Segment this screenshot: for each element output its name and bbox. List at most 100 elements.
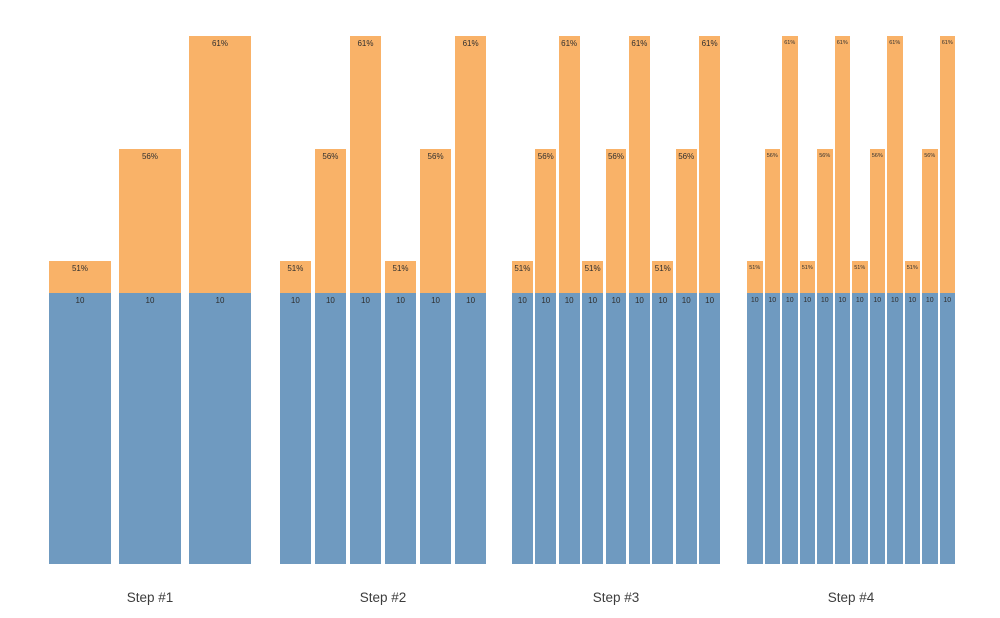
- top-segment: 56%: [605, 148, 627, 293]
- top-segment-value-label: 56%: [322, 151, 339, 161]
- top-segment-value-label: 61%: [784, 40, 796, 46]
- base-segment-value-label: 10: [396, 296, 405, 305]
- base-segment-value-label: 10: [768, 297, 777, 304]
- top-segment: 61%: [887, 36, 903, 293]
- top-segment-value-label: 61%: [941, 40, 953, 46]
- base-segment: 10: [420, 293, 451, 564]
- base-segment: 10: [834, 293, 850, 564]
- base-segment: 10: [799, 293, 815, 564]
- base-segment: 10: [939, 293, 955, 564]
- base-segment-value-label: 10: [803, 297, 812, 304]
- base-segment-value-label: 10: [611, 296, 621, 305]
- base-segment-value-label: 10: [785, 297, 794, 304]
- base-segment: 10: [764, 293, 780, 564]
- top-segment-value-label: 56%: [819, 152, 831, 159]
- top-segment-value-label: 61%: [889, 40, 901, 46]
- base-segment-value-label: 10: [908, 297, 917, 304]
- top-segment-value-label: 51%: [514, 264, 531, 273]
- base-segment-value-label: 10: [145, 296, 155, 305]
- top-segment: 61%: [834, 36, 850, 293]
- stacked-bar: 51% 10: [582, 261, 603, 564]
- base-segment: 10: [869, 293, 885, 564]
- base-segment: 10: [455, 293, 486, 564]
- bar-group-step-2: 51% 10 56% 10 61% 10 51% 10 56% 10 61% 10: [280, 36, 486, 564]
- base-segment: 10: [629, 293, 650, 564]
- base-segment: 10: [49, 293, 111, 564]
- base-segment: 10: [280, 293, 311, 564]
- base-segment-value-label: 10: [431, 296, 441, 305]
- base-segment: 10: [652, 293, 674, 564]
- stacked-bar: 51% 10: [652, 261, 674, 564]
- top-segment: 61%: [189, 36, 251, 293]
- top-segment: 56%: [119, 148, 181, 293]
- base-segment-value-label: 10: [855, 297, 864, 304]
- top-segment: 56%: [869, 148, 885, 293]
- base-segment-value-label: 10: [325, 296, 335, 305]
- top-segment-value-label: 61%: [631, 39, 648, 48]
- stacked-bar: 61% 10: [558, 36, 580, 564]
- top-segment: 51%: [280, 261, 311, 293]
- base-segment-value-label: 10: [658, 296, 668, 305]
- top-segment-value-label: 51%: [584, 264, 601, 273]
- top-segment: 61%: [350, 36, 381, 293]
- stacked-bar: 61% 10: [455, 36, 486, 564]
- base-segment: 10: [922, 293, 938, 564]
- top-segment-value-label: 61%: [836, 40, 848, 46]
- bar-group-step-3: 51% 10 56% 10 61% 10 51% 10 56% 10 61% 10 51% 10 56% 10…: [512, 36, 720, 564]
- top-segment: 61%: [699, 36, 720, 293]
- top-segment: 51%: [852, 261, 868, 293]
- top-segment: 56%: [764, 148, 780, 293]
- top-segment-value-label: 56%: [427, 151, 444, 161]
- top-segment-value-label: 51%: [654, 264, 671, 273]
- stacked-bar: 51% 10: [49, 261, 111, 564]
- stacked-bar: 56% 10: [315, 148, 346, 564]
- base-segment-value-label: 10: [820, 297, 829, 304]
- base-segment-value-label: 10: [75, 296, 85, 305]
- stacked-bar: 51% 10: [280, 261, 311, 564]
- stacked-bar: 56% 10: [869, 148, 885, 564]
- base-segment-value-label: 10: [634, 296, 644, 305]
- stacked-bar: 51% 10: [385, 261, 416, 564]
- top-segment: 61%: [558, 36, 580, 293]
- top-segment-value-label: 51%: [71, 264, 88, 273]
- base-segment: 10: [605, 293, 627, 564]
- base-segment-value-label: 10: [705, 296, 715, 305]
- stacked-bar: 56% 10: [764, 148, 780, 564]
- top-segment: 51%: [652, 261, 674, 293]
- base-segment: 10: [747, 293, 763, 564]
- top-segment-value-label: 51%: [287, 264, 304, 273]
- top-segment-value-label: 51%: [854, 265, 866, 271]
- top-segment-value-label: 56%: [871, 152, 883, 159]
- stacked-bar: 56% 10: [420, 148, 451, 564]
- top-segment: 51%: [582, 261, 603, 293]
- base-segment: 10: [350, 293, 381, 564]
- top-segment: 51%: [904, 261, 920, 293]
- stacked-bar: 61% 10: [350, 36, 381, 564]
- base-segment: 10: [887, 293, 903, 564]
- top-segment-value-label: 56%: [924, 152, 936, 159]
- top-segment: 61%: [939, 36, 955, 293]
- base-segment-value-label: 10: [361, 296, 370, 305]
- stacked-bar: 61% 10: [782, 36, 798, 564]
- base-segment: 10: [852, 293, 868, 564]
- stacked-bar: 61% 10: [834, 36, 850, 564]
- top-segment: 51%: [512, 261, 533, 293]
- base-segment-value-label: 10: [541, 296, 551, 305]
- stacked-bar: 51% 10: [852, 261, 868, 564]
- base-segment: 10: [904, 293, 920, 564]
- top-segment: 56%: [675, 148, 697, 293]
- top-segment-value-label: 51%: [906, 265, 918, 271]
- stacked-bar: 56% 10: [922, 148, 938, 564]
- top-segment: 61%: [455, 36, 486, 293]
- top-segment: 51%: [49, 261, 111, 293]
- base-segment: 10: [782, 293, 798, 564]
- stacked-bar: 56% 10: [605, 148, 627, 564]
- stacked-bar: 56% 10: [817, 148, 833, 564]
- base-segment-value-label: 10: [466, 296, 476, 305]
- stacked-bar: 56% 10: [535, 148, 557, 564]
- base-segment: 10: [385, 293, 416, 564]
- base-segment: 10: [699, 293, 720, 564]
- base-segment: 10: [315, 293, 346, 564]
- top-segment: 51%: [385, 261, 416, 293]
- top-segment: 56%: [535, 148, 557, 293]
